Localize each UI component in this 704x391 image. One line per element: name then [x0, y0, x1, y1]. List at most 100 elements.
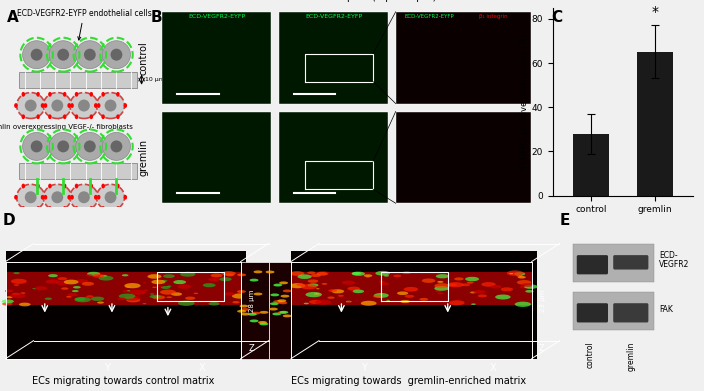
- Circle shape: [461, 283, 470, 286]
- Bar: [19, 72, 137, 88]
- Circle shape: [22, 206, 25, 211]
- Circle shape: [315, 300, 331, 305]
- Circle shape: [37, 114, 40, 119]
- Circle shape: [361, 301, 377, 306]
- Ellipse shape: [76, 133, 104, 160]
- Text: ECD-
VEGFR2: ECD- VEGFR2: [659, 251, 689, 269]
- Circle shape: [11, 279, 27, 284]
- Circle shape: [22, 92, 25, 97]
- Circle shape: [501, 287, 513, 291]
- Circle shape: [351, 272, 361, 275]
- Ellipse shape: [84, 140, 96, 152]
- Circle shape: [471, 303, 476, 305]
- Circle shape: [203, 283, 215, 287]
- Circle shape: [89, 206, 93, 211]
- Circle shape: [63, 114, 66, 119]
- Circle shape: [277, 299, 287, 302]
- Text: Z: Z: [539, 344, 544, 353]
- Circle shape: [495, 294, 510, 300]
- Circle shape: [101, 206, 105, 211]
- Circle shape: [220, 277, 232, 281]
- Circle shape: [75, 184, 78, 188]
- Circle shape: [100, 275, 108, 277]
- Text: X: X: [490, 363, 496, 373]
- Circle shape: [328, 289, 337, 292]
- Circle shape: [44, 298, 52, 300]
- Ellipse shape: [43, 93, 71, 118]
- Circle shape: [521, 283, 533, 287]
- Circle shape: [151, 280, 165, 284]
- Circle shape: [123, 195, 127, 200]
- Circle shape: [517, 280, 532, 285]
- Circle shape: [449, 300, 465, 305]
- Text: ECs migrating towards  gremlin-enriched matrix: ECs migrating towards gremlin-enriched m…: [291, 376, 526, 386]
- Circle shape: [194, 292, 199, 294]
- Ellipse shape: [51, 191, 63, 203]
- Bar: [269, 262, 291, 359]
- Circle shape: [125, 286, 131, 288]
- Circle shape: [237, 273, 246, 276]
- Circle shape: [48, 206, 51, 211]
- Circle shape: [373, 295, 382, 298]
- Circle shape: [160, 290, 176, 295]
- Circle shape: [150, 293, 154, 295]
- Text: gremlin: gremlin: [138, 139, 149, 176]
- Circle shape: [352, 272, 365, 276]
- Ellipse shape: [31, 140, 42, 152]
- Circle shape: [309, 300, 322, 304]
- Circle shape: [94, 195, 98, 200]
- Circle shape: [22, 184, 25, 188]
- Ellipse shape: [70, 93, 98, 118]
- Circle shape: [237, 290, 246, 293]
- Circle shape: [63, 184, 66, 188]
- Bar: [396, 111, 532, 203]
- Circle shape: [178, 301, 194, 306]
- Bar: [19, 163, 137, 179]
- Circle shape: [75, 206, 78, 211]
- Circle shape: [10, 293, 25, 298]
- Circle shape: [467, 282, 473, 284]
- Circle shape: [48, 92, 51, 97]
- Circle shape: [171, 292, 182, 296]
- Circle shape: [353, 289, 364, 293]
- Circle shape: [478, 294, 487, 298]
- Circle shape: [48, 184, 51, 188]
- Text: E: E: [560, 213, 570, 228]
- Ellipse shape: [84, 49, 96, 61]
- Circle shape: [248, 313, 257, 316]
- Circle shape: [366, 277, 370, 278]
- Ellipse shape: [25, 100, 37, 111]
- Circle shape: [122, 274, 129, 276]
- Ellipse shape: [23, 133, 51, 160]
- Circle shape: [316, 272, 328, 276]
- Text: Y: Y: [361, 363, 367, 373]
- Bar: [291, 272, 532, 305]
- Circle shape: [277, 311, 287, 314]
- Circle shape: [525, 290, 534, 292]
- Circle shape: [273, 283, 282, 287]
- Circle shape: [86, 274, 93, 276]
- Circle shape: [437, 281, 444, 283]
- Circle shape: [22, 114, 25, 119]
- Text: ECD-VEGFR2-EYFP: ECD-VEGFR2-EYFP: [188, 14, 245, 19]
- Text: D: D: [3, 213, 15, 228]
- Circle shape: [273, 300, 282, 303]
- Circle shape: [130, 290, 146, 295]
- Ellipse shape: [49, 133, 77, 160]
- Circle shape: [58, 277, 68, 280]
- Circle shape: [101, 184, 105, 188]
- Circle shape: [123, 103, 127, 108]
- Circle shape: [491, 285, 501, 289]
- Circle shape: [64, 280, 79, 284]
- Circle shape: [241, 308, 249, 311]
- Circle shape: [149, 295, 161, 298]
- Circle shape: [89, 92, 93, 97]
- Circle shape: [94, 103, 98, 108]
- FancyBboxPatch shape: [577, 255, 608, 274]
- Text: FAK: FAK: [659, 305, 673, 314]
- Circle shape: [278, 301, 287, 304]
- Circle shape: [210, 274, 222, 278]
- Circle shape: [283, 314, 291, 317]
- Text: ECs migrating towards control matrix: ECs migrating towards control matrix: [32, 376, 214, 386]
- Circle shape: [310, 274, 321, 277]
